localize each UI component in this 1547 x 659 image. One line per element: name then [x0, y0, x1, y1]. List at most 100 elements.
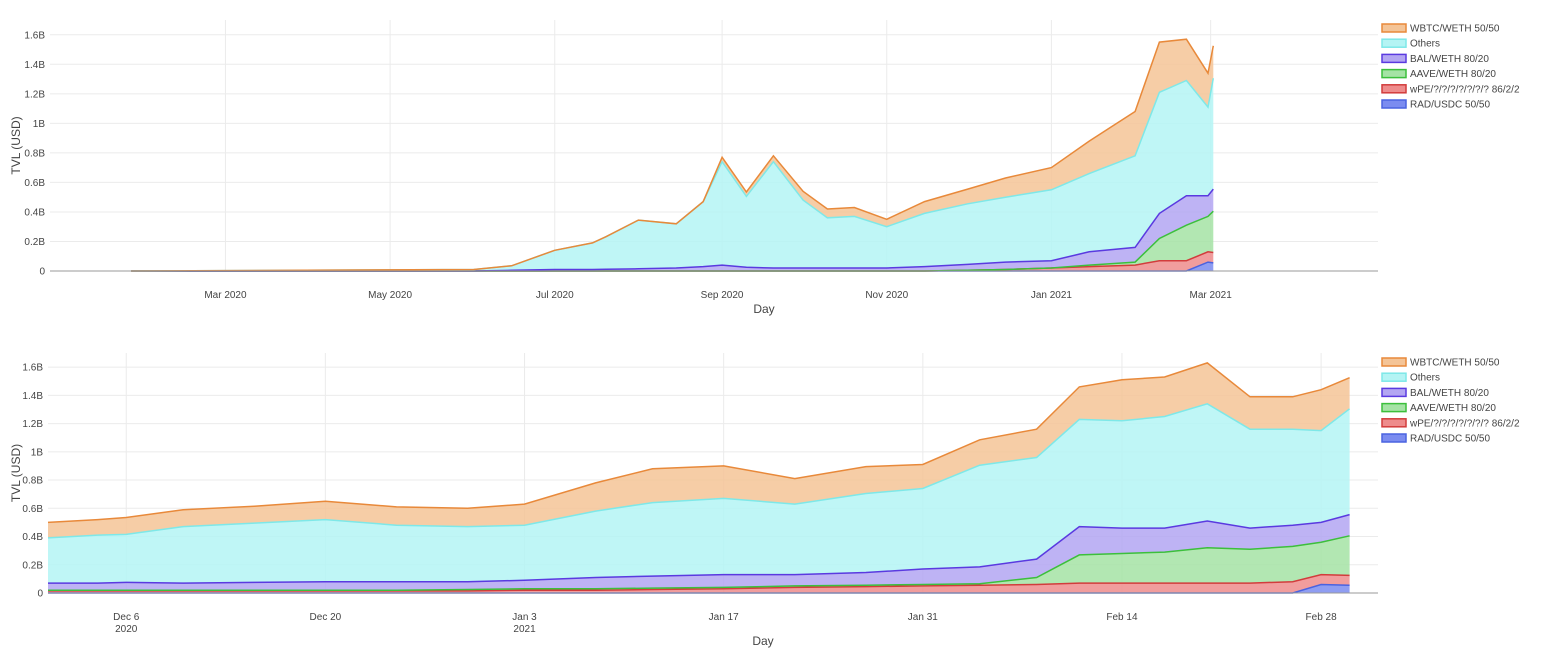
area-aave-weth-80-20[interactable] [131, 211, 1214, 271]
area-wpe-86-2-2[interactable] [131, 251, 1214, 271]
x-tick-label: Nov 2020 [865, 290, 908, 301]
y-tick-label: 0.6B [22, 504, 43, 515]
x-axis-title: Day [752, 634, 773, 648]
x-tick-sublabel: 2021 [513, 624, 536, 635]
y-tick-label: 1.2B [22, 419, 43, 430]
legend-item-aave-weth-80-20[interactable]: AAVE/WETH 80/20 [1381, 402, 1496, 414]
x-tick-label: Jan 3 [512, 612, 537, 623]
y-axis-title: TVL (USD) [9, 116, 23, 174]
legend-label: WBTC/WETH 50/50 [1410, 358, 1500, 369]
y-tick-label: 1.2B [24, 89, 45, 100]
area-bal-weth-80-20[interactable] [48, 514, 1350, 591]
y-tick-label: 0.2B [24, 237, 45, 248]
y-axis-title: TVL (USD) [9, 444, 23, 502]
legend-item-wpe-86-2-2[interactable]: wPE/?/?/?/?/?/?/? 86/2/2 [1381, 418, 1520, 429]
x-axis-title: Day [753, 302, 774, 316]
legend-swatch [1381, 84, 1407, 94]
x-tick-label: May 2020 [368, 290, 412, 301]
legend-item-wbtc-weth-50-50[interactable]: WBTC/WETH 50/50 [1381, 23, 1500, 35]
x-tick-labels: Mar 2020 May 2020 Jul 2020 Sep 2020 Nov 2020… [204, 290, 1232, 301]
y-tick-label: 0.2B [22, 560, 43, 571]
legend-label: RAD/USDC 50/50 [1410, 434, 1490, 445]
y-tick-label: 0.4B [22, 532, 43, 543]
legend-item-bal-weth-80-20[interactable]: BAL/WETH 80/20 [1381, 387, 1489, 399]
legend-swatch [1381, 68, 1407, 79]
area-others[interactable] [48, 403, 1350, 584]
y-tick-label: 1.6B [22, 363, 43, 374]
legend-label: wPE/?/?/?/?/?/?/? 86/2/2 [1409, 84, 1520, 95]
area-aave-weth-80-20[interactable] [48, 535, 1350, 591]
legend-item-rad-usdc-50-50[interactable]: RAD/USDC 50/50 [1381, 99, 1490, 111]
legend-swatch [1381, 433, 1407, 443]
y-tick-label: 0.8B [24, 148, 45, 159]
legend-swatch [1381, 53, 1407, 64]
legend-swatch [1381, 387, 1407, 398]
legend-label: wPE/?/?/?/?/?/?/? 86/2/2 [1409, 418, 1520, 429]
line-others [47, 402, 1351, 539]
area-wbtc-weth-50-50[interactable] [48, 362, 1350, 538]
legend: WBTC/WETH 50/50 Others BAL/WETH 80/20 AAVE/… [1381, 23, 1520, 111]
line-wbtc-weth-50-50 [130, 38, 1215, 272]
x-tick-label: Mar 2020 [204, 290, 247, 301]
legend-swatch [1381, 99, 1407, 109]
legend-item-others[interactable]: Others [1381, 38, 1440, 50]
legend-item-bal-weth-80-20[interactable]: BAL/WETH 80/20 [1381, 53, 1489, 65]
legend-swatch [1381, 372, 1407, 382]
y-tick-label: 0.8B [22, 476, 43, 487]
tvl-chart-zoomed: 0 0.2B 0.4B 0.6B 0.8B 1B 1.2B 1.4B 1.6B Dec 62020… [9, 353, 1520, 648]
legend-label: WBTC/WETH 50/50 [1410, 24, 1500, 35]
legend-label: RAD/USDC 50/50 [1410, 100, 1490, 111]
line-bal-weth-80-20 [131, 188, 1214, 272]
line-bal-weth-80-20 [48, 513, 1350, 584]
y-tick-label: 1.4B [24, 60, 45, 71]
y-tick-label: 0 [39, 267, 45, 278]
y-tick-label: 0 [37, 589, 43, 600]
area-others[interactable] [131, 78, 1214, 271]
legend-swatch [1381, 38, 1407, 48]
y-tick-label: 0.6B [24, 178, 45, 189]
legend-item-rad-usdc-50-50[interactable]: RAD/USDC 50/50 [1381, 433, 1490, 445]
x-tick-sublabel: 2020 [115, 624, 138, 635]
legend-label: AAVE/WETH 80/20 [1410, 69, 1496, 80]
y-tick-label: 0.4B [24, 207, 45, 218]
legend-label: Others [1410, 373, 1440, 384]
legend-item-wpe-86-2-2[interactable]: wPE/?/?/?/?/?/?/? 86/2/2 [1381, 84, 1520, 95]
legend-label: Others [1410, 39, 1440, 50]
legend-swatch [1381, 418, 1407, 428]
stacked-areas [48, 362, 1350, 593]
x-tick-label: Dec 6 [113, 612, 140, 623]
legend-item-wbtc-weth-50-50[interactable]: WBTC/WETH 50/50 [1381, 357, 1500, 369]
legend-swatch [1381, 402, 1407, 413]
y-tick-labels: 0 0.2B 0.4B 0.6B 0.8B 1B 1.2B 1.4B 1.6B [24, 30, 45, 277]
area-wpe-86-2-2[interactable] [48, 574, 1350, 593]
y-tick-label: 1.4B [22, 391, 43, 402]
y-tick-labels: 0 0.2B 0.4B 0.6B 0.8B 1B 1.2B 1.4B 1.6B [22, 363, 43, 600]
area-bal-weth-80-20[interactable] [131, 189, 1214, 271]
x-tick-label: Sep 2020 [701, 290, 744, 301]
x-tick-label: Dec 20 [310, 612, 342, 623]
legend: WBTC/WETH 50/50 Others BAL/WETH 80/20 AAVE/… [1381, 357, 1520, 445]
legend-item-aave-weth-80-20[interactable]: AAVE/WETH 80/20 [1381, 68, 1496, 80]
legend-label: BAL/WETH 80/20 [1410, 388, 1489, 399]
y-tick-label: 1.6B [24, 30, 45, 41]
stacked-areas [131, 39, 1214, 272]
legend-label: BAL/WETH 80/20 [1410, 54, 1489, 65]
x-tick-label: Feb 14 [1106, 612, 1138, 623]
y-tick-label: 1B [33, 119, 46, 130]
x-tick-label: Jul 2020 [536, 290, 574, 301]
line-aave-weth-80-20 [48, 535, 1350, 591]
x-tick-label: Feb 28 [1306, 612, 1338, 623]
x-tick-label: Jan 31 [908, 612, 938, 623]
y-tick-label: 1B [31, 447, 44, 458]
line-wbtc-weth-50-50 [47, 362, 1350, 524]
legend-swatch [1381, 23, 1407, 33]
x-tick-label: Jan 2021 [1031, 290, 1073, 301]
legend-label: AAVE/WETH 80/20 [1410, 403, 1496, 414]
x-tick-label: Mar 2021 [1190, 290, 1233, 301]
legend-item-others[interactable]: Others [1381, 372, 1440, 384]
legend-swatch [1381, 357, 1407, 367]
x-tick-label: Jan 17 [709, 612, 739, 623]
